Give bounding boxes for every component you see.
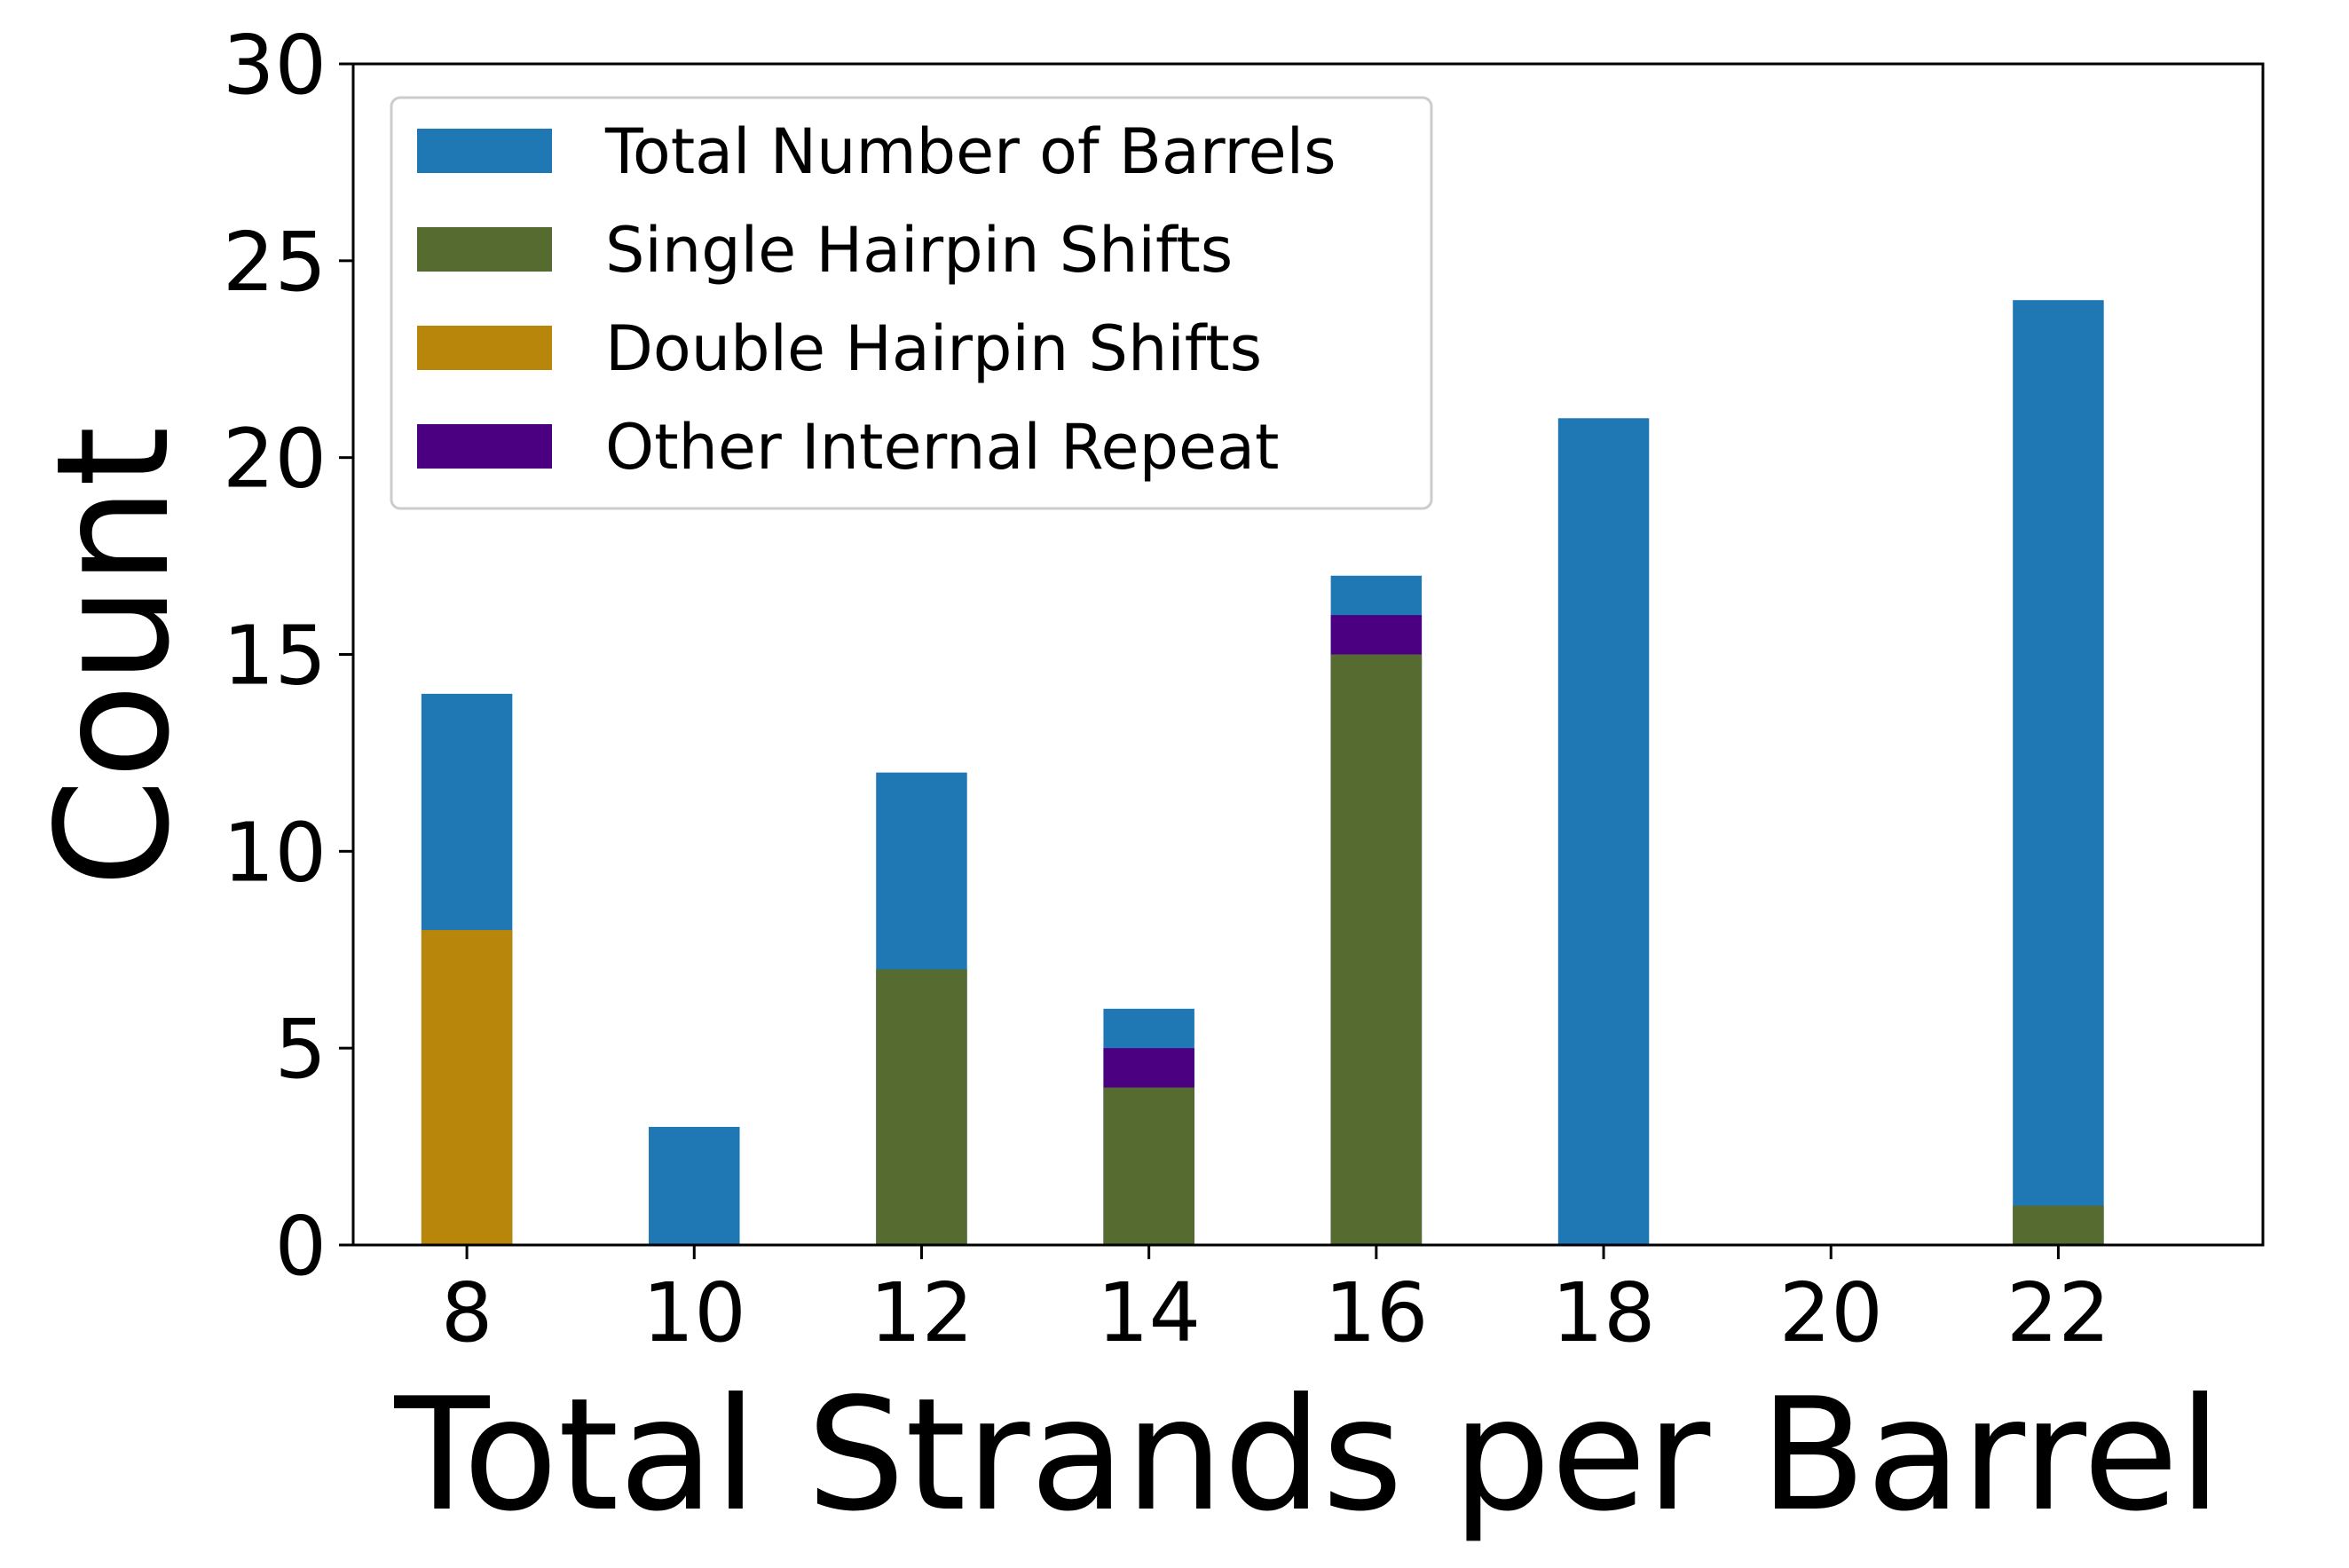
bar-single-hairpin-shifts-14 bbox=[1103, 1087, 1194, 1245]
bars-layer bbox=[421, 300, 2104, 1246]
y-tick-label-0: 0 bbox=[274, 1199, 327, 1294]
x-tick-label-22: 22 bbox=[2006, 1265, 2110, 1360]
bar-single-hairpin-shifts-16 bbox=[1330, 654, 1423, 1245]
legend-label-double-hairpin-shifts: Double Hairpin Shifts bbox=[605, 312, 1262, 385]
x-tick-label-10: 10 bbox=[642, 1265, 746, 1360]
x-tick-label-18: 18 bbox=[1552, 1265, 1656, 1360]
legend-swatch-single-hairpin-shifts bbox=[417, 227, 552, 272]
bar-double-hairpin-shifts-8 bbox=[421, 930, 513, 1245]
x-tick-label-16: 16 bbox=[1324, 1265, 1428, 1360]
y-tick-label-5: 5 bbox=[274, 1002, 327, 1097]
legend-box bbox=[390, 96, 1433, 510]
legend-label-single-hairpin-shifts: Single Hairpin Shifts bbox=[605, 214, 1233, 287]
y-tick-label-15: 15 bbox=[223, 609, 327, 704]
bar-single-hairpin-shifts-12 bbox=[876, 969, 967, 1245]
bar-total-number-of-barrels-18 bbox=[1557, 418, 1650, 1245]
legend-swatch-other-internal-repeat bbox=[417, 424, 552, 469]
legend-swatch-double-hairpin-shifts bbox=[417, 326, 552, 370]
y-tick-label-25: 25 bbox=[223, 215, 327, 310]
y-tick-label-30: 30 bbox=[223, 18, 327, 113]
x-axis: 8 10 12 14 16 18 20 22 bbox=[441, 1245, 2110, 1360]
legend: Total Number of Barrels Single Hairpin Sh… bbox=[390, 96, 1433, 510]
legend-label-other-internal-repeat: Other Internal Repeat bbox=[605, 411, 1279, 484]
x-tick-label-8: 8 bbox=[441, 1265, 493, 1360]
y-tick-label-20: 20 bbox=[223, 412, 327, 507]
y-tick-label-10: 10 bbox=[223, 805, 327, 900]
bar-total-number-of-barrels-10 bbox=[649, 1126, 740, 1245]
x-tick-label-12: 12 bbox=[870, 1265, 973, 1360]
legend-label-total-number-of-barrels: Total Number of Barrels bbox=[604, 115, 1336, 188]
legend-swatch-total-number-of-barrels bbox=[417, 129, 552, 173]
bar-single-hairpin-shifts-22 bbox=[2013, 1205, 2104, 1245]
x-tick-label-20: 20 bbox=[1779, 1265, 1883, 1360]
x-tick-label-14: 14 bbox=[1097, 1265, 1201, 1360]
bar-total-number-of-barrels-22 bbox=[2013, 300, 2104, 1246]
y-axis-label: Count bbox=[24, 426, 204, 887]
y-axis: 0 5 10 15 20 25 30 bbox=[223, 18, 353, 1294]
x-axis-label: Total Strands per Barrel bbox=[394, 1366, 2222, 1546]
